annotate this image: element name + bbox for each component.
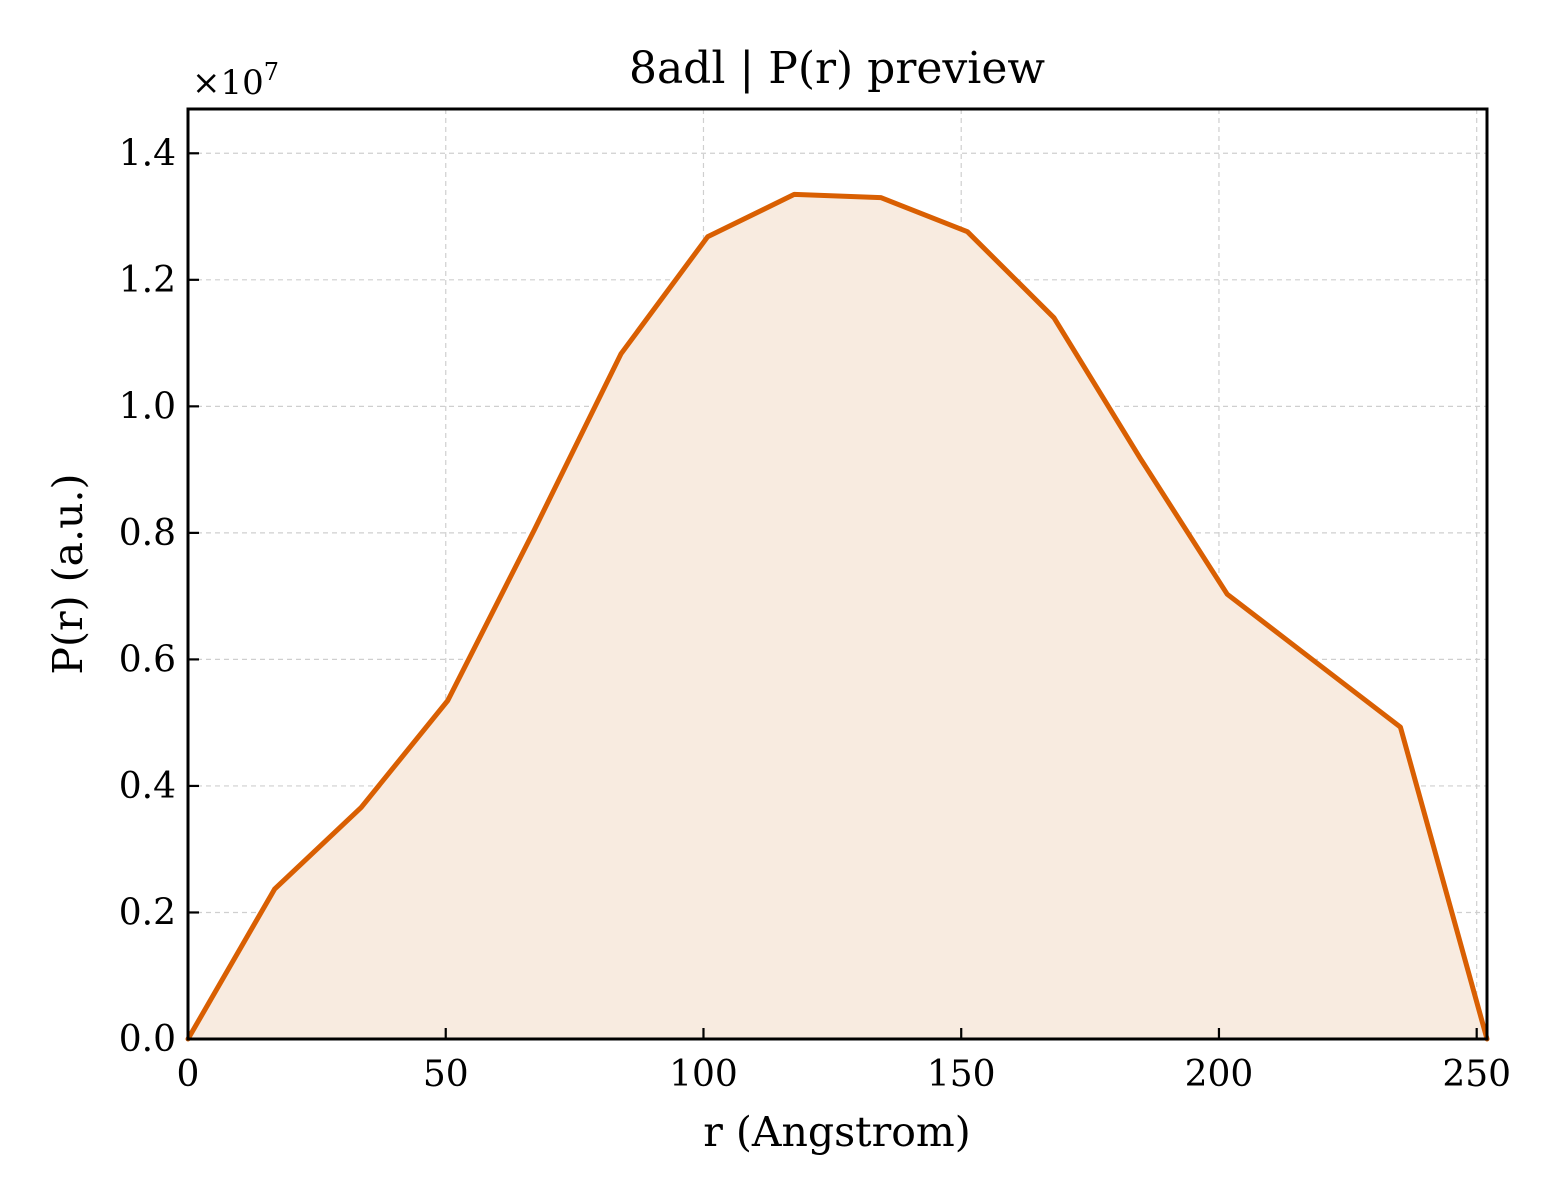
chart-title: 8adl | P(r) preview [629, 43, 1045, 94]
x-tick-labels: 0 50 100 150 200 250 [177, 1054, 1512, 1095]
x-tick-label: 150 [927, 1054, 996, 1095]
y-tick-label: 0.0 [119, 1019, 176, 1060]
y-tick-label: 1.0 [119, 386, 176, 427]
y-tick-label: 1.2 [119, 260, 176, 301]
y-offset-base: ×10 [192, 63, 264, 103]
y-axis-label: P(r) (a.u.) [44, 473, 92, 674]
y-tick-label: 1.4 [119, 133, 176, 174]
plot-frame [186, 107, 1489, 1041]
y-tick-label: 0.8 [119, 513, 176, 554]
x-tick-label: 250 [1442, 1054, 1511, 1095]
y-tick-label: 0.4 [119, 766, 176, 807]
pr-area-fill [188, 194, 1487, 1039]
pr-curve-line [185, 191, 1490, 1042]
x-tick-label: 100 [669, 1054, 738, 1095]
y-offset-exponent: 7 [264, 58, 279, 86]
x-tick-label: 200 [1185, 1054, 1254, 1095]
x-tick-label: 0 [177, 1054, 200, 1095]
area-layer [185, 191, 1490, 1042]
y-tick-labels: 0.0 0.2 0.4 0.6 0.8 1.0 1.2 1.4 [119, 133, 176, 1060]
y-tick-label: 0.2 [119, 892, 176, 933]
y-offset-label: ×107 [192, 58, 279, 103]
x-axis-label: r (Angstrom) [703, 1108, 971, 1156]
x-tick-label: 50 [423, 1054, 469, 1095]
y-tick-label: 0.6 [119, 639, 176, 680]
